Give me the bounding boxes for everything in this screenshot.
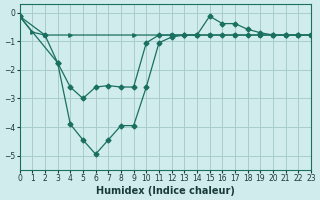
X-axis label: Humidex (Indice chaleur): Humidex (Indice chaleur) — [96, 186, 235, 196]
